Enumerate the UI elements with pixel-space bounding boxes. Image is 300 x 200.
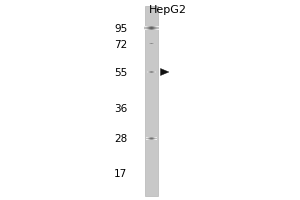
Bar: [150, 26, 151, 30]
Polygon shape: [160, 68, 169, 75]
Text: 28: 28: [114, 134, 128, 144]
Bar: [146, 26, 147, 30]
Bar: [148, 71, 149, 73]
Bar: [147, 71, 148, 73]
Bar: [147, 26, 148, 30]
Bar: [145, 6, 158, 196]
Text: 36: 36: [114, 104, 128, 114]
Bar: [153, 26, 154, 30]
Text: 17: 17: [114, 169, 128, 179]
Bar: [146, 26, 147, 30]
Bar: [151, 137, 152, 140]
Bar: [144, 26, 145, 30]
Text: HepG2: HepG2: [149, 5, 187, 15]
Bar: [149, 137, 150, 140]
Bar: [158, 26, 159, 30]
Bar: [153, 71, 154, 73]
Bar: [145, 26, 146, 30]
Bar: [146, 137, 147, 140]
Bar: [154, 71, 155, 73]
Bar: [155, 137, 156, 140]
Bar: [148, 26, 149, 30]
Bar: [154, 137, 155, 140]
Bar: [151, 71, 152, 73]
Bar: [147, 137, 148, 140]
Bar: [154, 26, 155, 30]
Text: 95: 95: [114, 24, 128, 34]
Bar: [150, 71, 151, 73]
Bar: [155, 26, 156, 30]
Text: 55: 55: [114, 68, 128, 78]
Bar: [157, 26, 158, 30]
Bar: [148, 137, 149, 140]
Bar: [150, 137, 151, 140]
Bar: [153, 137, 154, 140]
Bar: [156, 137, 157, 140]
Bar: [149, 71, 150, 73]
Bar: [155, 71, 156, 73]
Text: 72: 72: [114, 40, 128, 50]
Bar: [152, 137, 153, 140]
Bar: [149, 26, 150, 30]
Bar: [152, 71, 153, 73]
Bar: [156, 26, 157, 30]
Bar: [151, 26, 152, 30]
Bar: [152, 26, 153, 30]
